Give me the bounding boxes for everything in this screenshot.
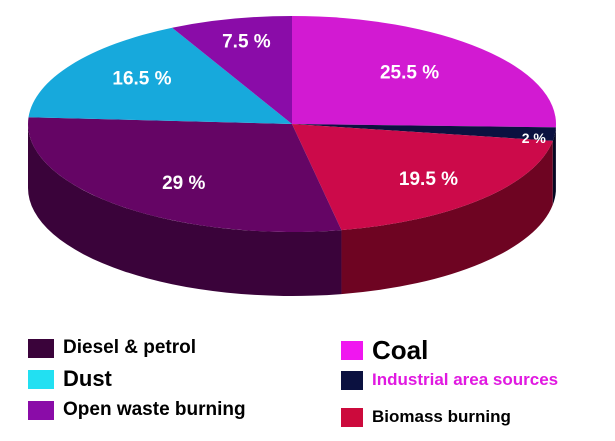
pie-label-open-waste-burning: 7.5 % — [222, 31, 271, 52]
pie-slice-open-waste-burning — [172, 16, 292, 124]
pie-slice-biomass-burning — [292, 124, 553, 231]
pie-slice-industrial-area-sources — [292, 124, 556, 141]
pie-side-biomass-burning — [341, 140, 553, 295]
legend-item-dust: Dust — [28, 366, 112, 392]
legend-item-coal: Coal — [341, 335, 428, 366]
legend-swatch-industrial-area-sources — [341, 370, 363, 390]
pie-chart: 25.5 % 2 % 19.5 % 29 % 16.5 % 7.5 % — [28, 16, 556, 296]
pie-label-diesel-and-petrol: 29 % — [162, 173, 205, 194]
legend-item-industrial-area-sources: Industrial area sources — [341, 370, 558, 390]
legend-item-biomass-burning: Biomass burning — [341, 407, 511, 427]
pie-label-dust: 16.5 % — [112, 69, 171, 90]
pie-sides — [28, 124, 556, 296]
pie-label-industrial-area-sources: 2 % — [522, 130, 547, 146]
legend-label-industrial-area-sources: Industrial area sources — [372, 370, 559, 389]
pie-label-biomass-burning: 19.5 % — [399, 169, 458, 190]
legend-swatch-open-waste-burning — [28, 400, 54, 420]
legend-swatch-diesel-petrol — [28, 338, 54, 358]
pie-slice-dust — [28, 27, 293, 125]
legend-label-dust: Dust — [63, 366, 112, 391]
pie-side-industrial-area-sources — [552, 127, 556, 205]
legend-label-coal: Coal — [372, 335, 429, 365]
legend-swatch-dust — [28, 369, 54, 389]
pie-value-labels: 25.5 % 2 % 19.5 % 29 % 16.5 % 7.5 % — [112, 31, 546, 194]
legend-swatch-coal — [341, 341, 363, 360]
pie-side-diesel-and-petrol — [28, 124, 342, 296]
pie-slice-coal — [292, 16, 556, 128]
pie-slices — [28, 16, 556, 232]
legend-item-diesel-petrol: Diesel & petrol — [28, 337, 196, 359]
legend-swatch-biomass-burning — [341, 407, 363, 427]
legend-label-biomass-burning: Biomass burning — [372, 407, 511, 426]
legend-label-diesel-petrol: Diesel & petrol — [63, 337, 197, 358]
legend-item-open-waste-burning: Open waste burning — [28, 399, 246, 421]
legend-label-open-waste-burning: Open waste burning — [63, 399, 246, 420]
pie-slice-diesel-and-petrol — [28, 117, 342, 232]
pie-label-coal: 25.5 % — [380, 62, 439, 83]
